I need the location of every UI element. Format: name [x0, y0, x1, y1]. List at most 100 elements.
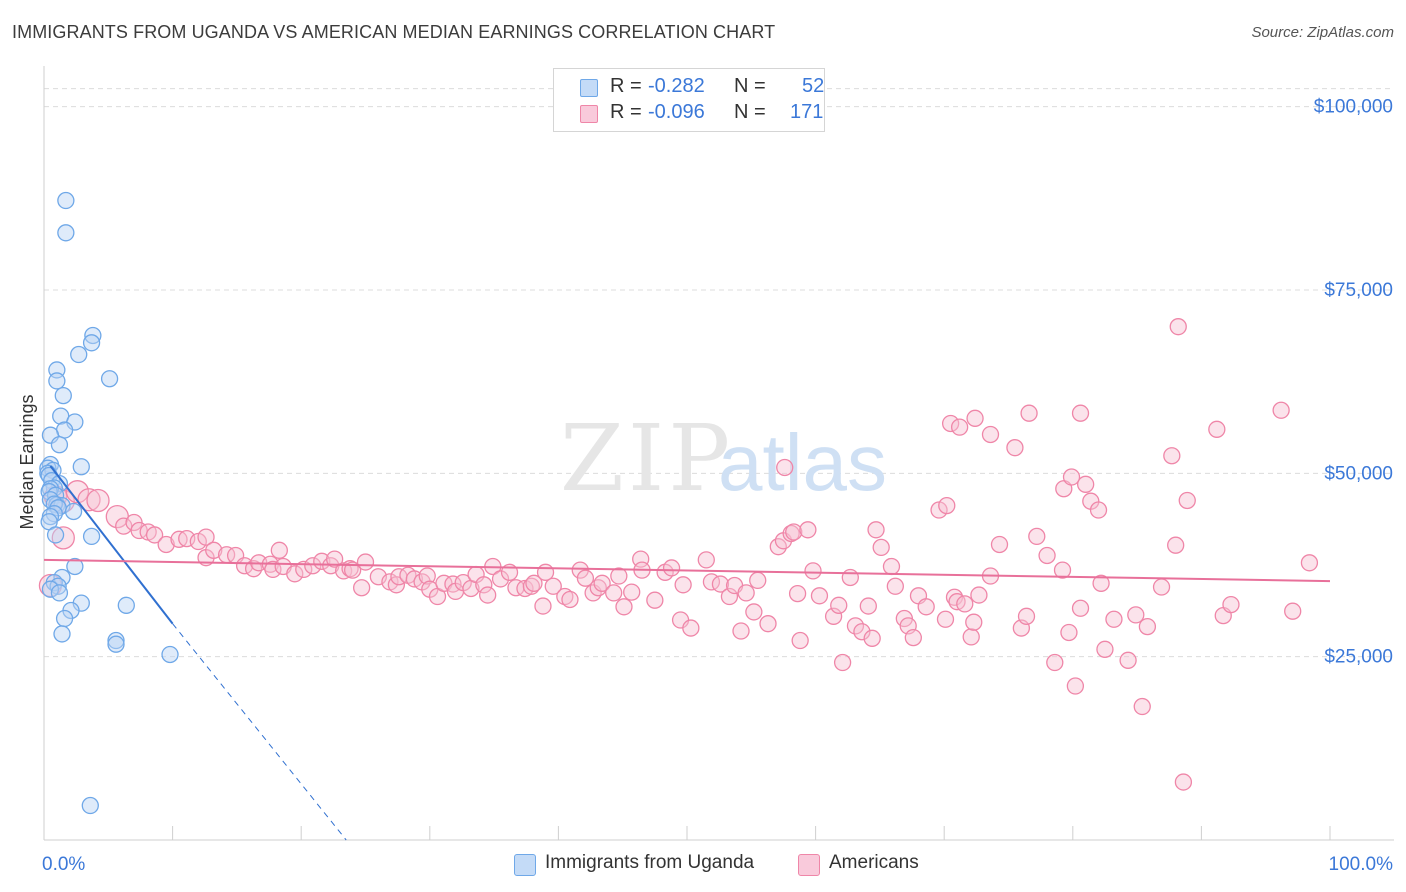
americans-point	[1066, 677, 1085, 695]
americans-point	[853, 623, 871, 641]
americans-point	[516, 579, 534, 598]
americans-point	[491, 570, 510, 588]
americans-point	[1133, 697, 1151, 716]
uganda-point	[117, 596, 135, 614]
uganda-point	[57, 191, 75, 210]
trend-lines	[43, 465, 1331, 841]
americans-point	[1222, 595, 1240, 614]
americans-point	[1046, 653, 1064, 672]
americans-point	[646, 591, 664, 609]
uganda-point	[64, 502, 83, 521]
americans-point	[295, 560, 313, 579]
americans-point	[833, 653, 852, 672]
legend-row-uganda: R = -0.282 N = 52	[554, 75, 824, 101]
legend-row-americans: R = -0.096 N = 171	[554, 101, 824, 127]
americans-point	[745, 603, 763, 621]
americans-point	[205, 541, 223, 559]
americans-point	[1169, 318, 1187, 336]
americans-point	[872, 538, 890, 557]
uganda-point	[81, 796, 99, 815]
uganda-trend-extension	[172, 623, 347, 841]
americans-point	[759, 615, 777, 633]
americans-point	[904, 628, 922, 647]
americans-point	[522, 577, 541, 595]
americans-point	[962, 628, 980, 646]
americans-point	[86, 488, 110, 513]
americans-point	[561, 590, 579, 609]
americans-point	[1017, 607, 1036, 625]
bottom-legend-swatch-americans	[798, 854, 820, 876]
americans-point	[846, 617, 865, 635]
legend-n-value: 171	[790, 101, 824, 123]
americans-point	[1178, 491, 1196, 510]
americans-point	[788, 584, 807, 603]
americans-point	[475, 576, 493, 594]
americans-point	[662, 559, 681, 577]
americans-point	[841, 568, 859, 587]
uganda-point	[41, 580, 60, 598]
legend-swatch-americans	[580, 105, 598, 123]
americans-point	[145, 526, 164, 544]
americans-point	[1020, 404, 1038, 422]
americans-point	[886, 577, 904, 595]
uganda-point	[82, 527, 101, 546]
americans-point	[418, 567, 436, 585]
uganda-point	[53, 625, 71, 643]
americans-point	[1138, 617, 1157, 636]
americans-point	[1284, 602, 1302, 620]
americans-point	[917, 598, 935, 616]
americans-point	[1060, 623, 1078, 642]
americans-point	[286, 565, 304, 583]
data-points	[38, 191, 1319, 815]
americans-point	[1096, 640, 1114, 658]
legend-n-label: N =	[734, 101, 766, 123]
americans-point	[1028, 527, 1046, 546]
uganda-point	[48, 372, 66, 390]
americans-point	[1077, 475, 1095, 493]
uganda-point	[161, 645, 179, 664]
americans-point	[270, 541, 288, 559]
americans-point	[264, 560, 282, 579]
americans-point	[824, 607, 843, 625]
americans-point	[737, 584, 755, 602]
uganda-point	[70, 345, 88, 364]
americans-point	[682, 619, 700, 637]
americans-point	[966, 409, 984, 427]
uganda-point	[72, 458, 90, 476]
americans-point	[965, 613, 983, 631]
axes	[43, 66, 1394, 841]
legend-swatch-uganda	[580, 79, 598, 97]
americans-point	[1119, 651, 1137, 669]
legend-r-label: R =	[610, 101, 642, 123]
americans-point	[325, 550, 344, 568]
americans-point	[352, 579, 371, 597]
uganda-point	[54, 386, 72, 405]
uganda-point	[55, 609, 74, 628]
americans-point	[936, 610, 955, 628]
americans-point	[859, 597, 877, 615]
y-axis-label: Median Earnings	[17, 394, 37, 529]
americans-point	[1071, 404, 1090, 422]
americans-point	[804, 562, 822, 580]
americans-point	[593, 574, 611, 592]
stats-legend: R = -0.282 N = 52 R = -0.096 N = 171	[553, 68, 825, 132]
americans-point	[77, 488, 101, 512]
americans-point	[799, 521, 817, 539]
americans-point	[776, 458, 794, 477]
americans-point	[304, 557, 322, 575]
americans-point	[610, 567, 628, 585]
americans-point	[605, 584, 623, 602]
watermark-atlas: atlas	[718, 418, 887, 507]
americans-trend-line	[43, 558, 1331, 583]
americans-point	[1006, 439, 1024, 457]
americans-point	[1208, 420, 1226, 438]
uganda-point	[66, 557, 84, 576]
americans-point	[674, 576, 692, 594]
americans-point	[970, 586, 988, 604]
americans-point	[830, 596, 848, 614]
source-label: Source: ZipAtlas.com	[1251, 24, 1394, 41]
americans-point	[711, 575, 730, 593]
americans-point	[334, 562, 353, 580]
watermark-zip: ZIP	[560, 405, 734, 512]
americans-point	[1092, 574, 1110, 592]
